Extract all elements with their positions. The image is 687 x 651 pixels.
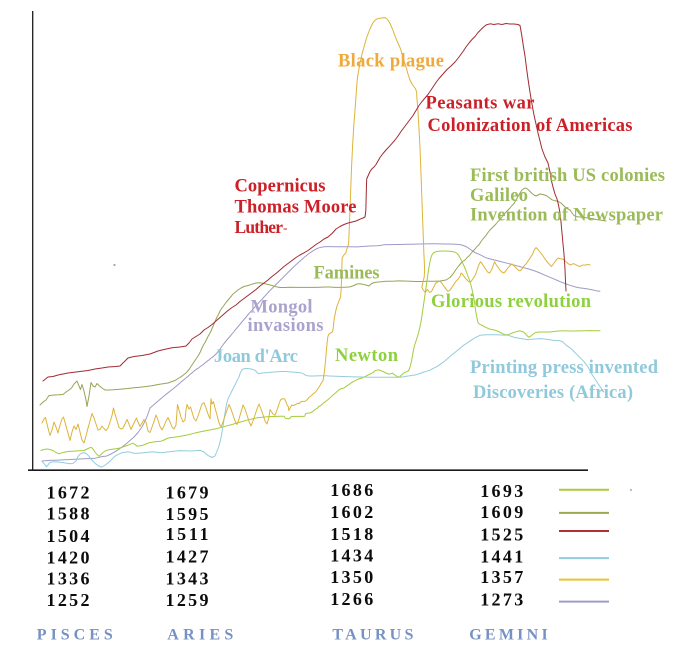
svg-text:Copernicus: Copernicus — [235, 177, 326, 197]
svg-text:Thomas Moore: Thomas Moore — [235, 198, 357, 218]
svg-text:Newton: Newton — [335, 346, 399, 366]
svg-text:Famines: Famines — [314, 264, 380, 284]
svg-text:Printing press invented: Printing press invented — [470, 358, 659, 378]
svg-text:Joan d'Arc: Joan d'Arc — [214, 347, 298, 367]
svg-text:Glorious revolution: Glorious revolution — [431, 292, 592, 312]
svg-text:ARIES: ARIES — [167, 627, 233, 644]
svg-text:PISCES: PISCES — [37, 627, 113, 644]
svg-text:Galileo: Galileo — [470, 186, 528, 206]
svg-text:Peasants war: Peasants war — [426, 94, 535, 114]
svg-text:Discoveries (Africa): Discoveries (Africa) — [473, 383, 633, 403]
svg-text:Luther: Luther — [235, 217, 284, 237]
svg-text:Mongol: Mongol — [251, 298, 313, 318]
svg-text:Black plague: Black plague — [338, 52, 444, 72]
svg-text:GEMINI: GEMINI — [469, 627, 548, 644]
svg-text:invasions: invasions — [248, 316, 324, 336]
svg-text:Colonization of Americas: Colonization of Americas — [428, 116, 633, 136]
svg-text:First british US colonies: First british US colonies — [470, 166, 665, 186]
svg-text:Invention of Newspaper: Invention of Newspaper — [470, 206, 663, 226]
